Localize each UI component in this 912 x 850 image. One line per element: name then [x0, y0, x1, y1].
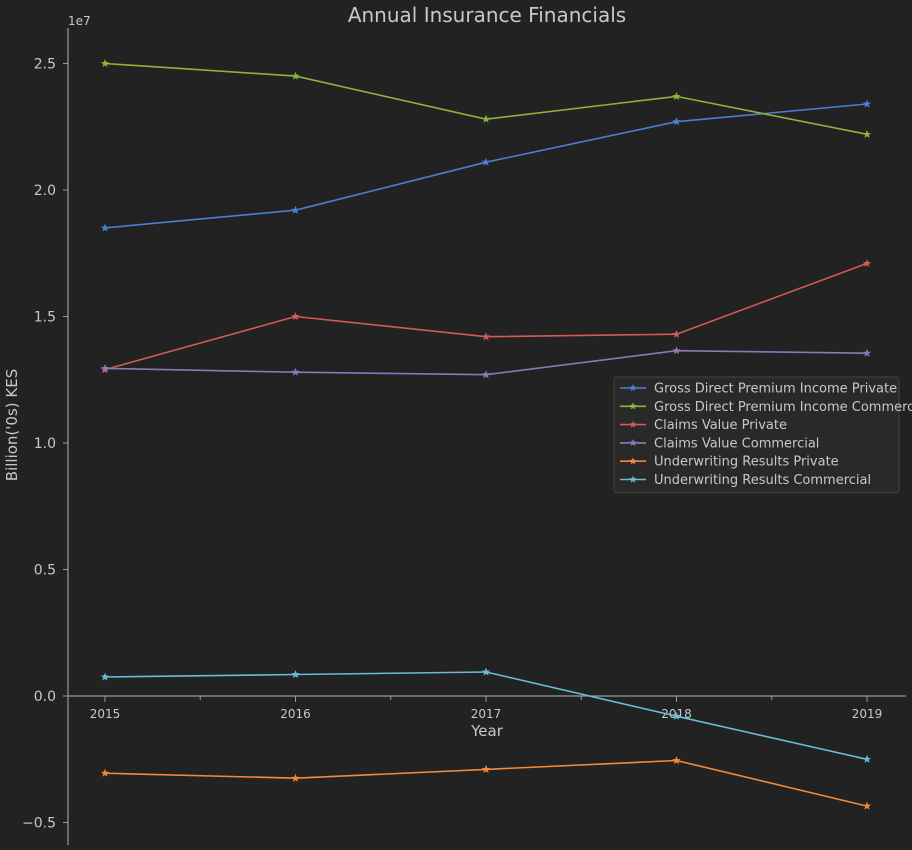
y-tick-label: 1.0 — [34, 436, 56, 452]
data-point — [672, 756, 681, 765]
legend-swatch-marker — [629, 402, 637, 410]
x-tick-label: 2015 — [90, 707, 121, 721]
data-point — [481, 114, 491, 123]
data-point — [100, 768, 110, 777]
data-point — [862, 348, 872, 357]
series-layer — [100, 59, 872, 810]
data-point — [862, 754, 872, 763]
legend-item: Claims Value Private — [620, 418, 787, 433]
legend-item: Gross Direct Premium Income Private — [620, 382, 897, 397]
data-point — [100, 672, 110, 681]
data-point — [672, 329, 681, 338]
legend-swatch-marker — [629, 457, 637, 465]
data-point — [481, 332, 491, 341]
series-4 — [100, 346, 872, 379]
legend-label: Underwriting Results Private — [654, 455, 839, 470]
legend-label: Claims Value Private — [654, 418, 787, 433]
series-5 — [100, 756, 872, 810]
legend-item: Underwriting Results Commercial — [620, 473, 871, 488]
data-point — [862, 258, 872, 267]
series-6 — [100, 667, 872, 763]
x-tick-label: 2019 — [852, 707, 883, 721]
data-point — [481, 370, 491, 379]
data-point — [291, 312, 300, 321]
legend-label: Underwriting Results Commercial — [654, 473, 871, 488]
legend-swatch-marker — [629, 420, 637, 428]
data-point — [862, 129, 872, 138]
data-point — [100, 59, 110, 68]
legend-label: Gross Direct Premium Income Commercial — [654, 400, 912, 415]
series-1 — [100, 99, 872, 232]
data-point — [291, 205, 300, 214]
data-point — [862, 99, 872, 108]
data-point — [862, 801, 872, 810]
legend-swatch-marker — [629, 383, 637, 392]
legend-item: Underwriting Results Private — [620, 455, 839, 470]
axes: −0.50.00.51.01.52.02.5201520162017201820… — [22, 28, 906, 845]
data-point — [291, 670, 300, 679]
legend-label: Gross Direct Premium Income Private — [654, 382, 897, 397]
data-point — [481, 667, 491, 676]
data-point — [291, 367, 300, 376]
legend-label: Claims Value Commercial — [654, 436, 819, 451]
legend-item: Claims Value Commercial — [620, 436, 819, 451]
series-line — [104, 262, 868, 371]
series-2 — [100, 59, 872, 138]
y-tick-label: 2.0 — [34, 183, 56, 199]
x-tick-label: 2017 — [471, 707, 502, 721]
data-point — [672, 91, 681, 100]
y-tick-label: −0.5 — [22, 816, 56, 832]
series-line — [104, 62, 868, 136]
y-tick-label: 1.5 — [34, 310, 56, 326]
y-tick-label: 2.5 — [34, 57, 56, 73]
chart-title: Annual Insurance Financials — [348, 3, 626, 27]
legend-swatch-marker — [629, 475, 637, 483]
series-3 — [100, 258, 872, 374]
legend-item: Gross Direct Premium Income Commercial — [620, 400, 912, 415]
data-point — [672, 346, 681, 355]
y-tick-label: 0.5 — [34, 563, 56, 579]
y-offset-label: 1e7 — [68, 14, 91, 28]
data-point — [291, 71, 300, 80]
y-axis-label: Billion('0s) KES — [3, 369, 21, 481]
series-line — [104, 103, 868, 229]
legend: Gross Direct Premium Income Private Gross… — [613, 376, 912, 494]
data-point — [481, 764, 491, 773]
legend-box — [613, 376, 900, 494]
x-tick-label: 2016 — [280, 707, 311, 721]
data-point — [672, 711, 681, 720]
y-tick-label: 0.0 — [34, 689, 56, 705]
data-point — [481, 157, 491, 166]
legend-swatch-marker — [629, 438, 637, 447]
data-point — [291, 773, 300, 782]
data-point — [100, 223, 110, 232]
x-axis-label: Year — [470, 722, 504, 740]
data-point — [100, 363, 110, 372]
data-point — [672, 117, 681, 126]
